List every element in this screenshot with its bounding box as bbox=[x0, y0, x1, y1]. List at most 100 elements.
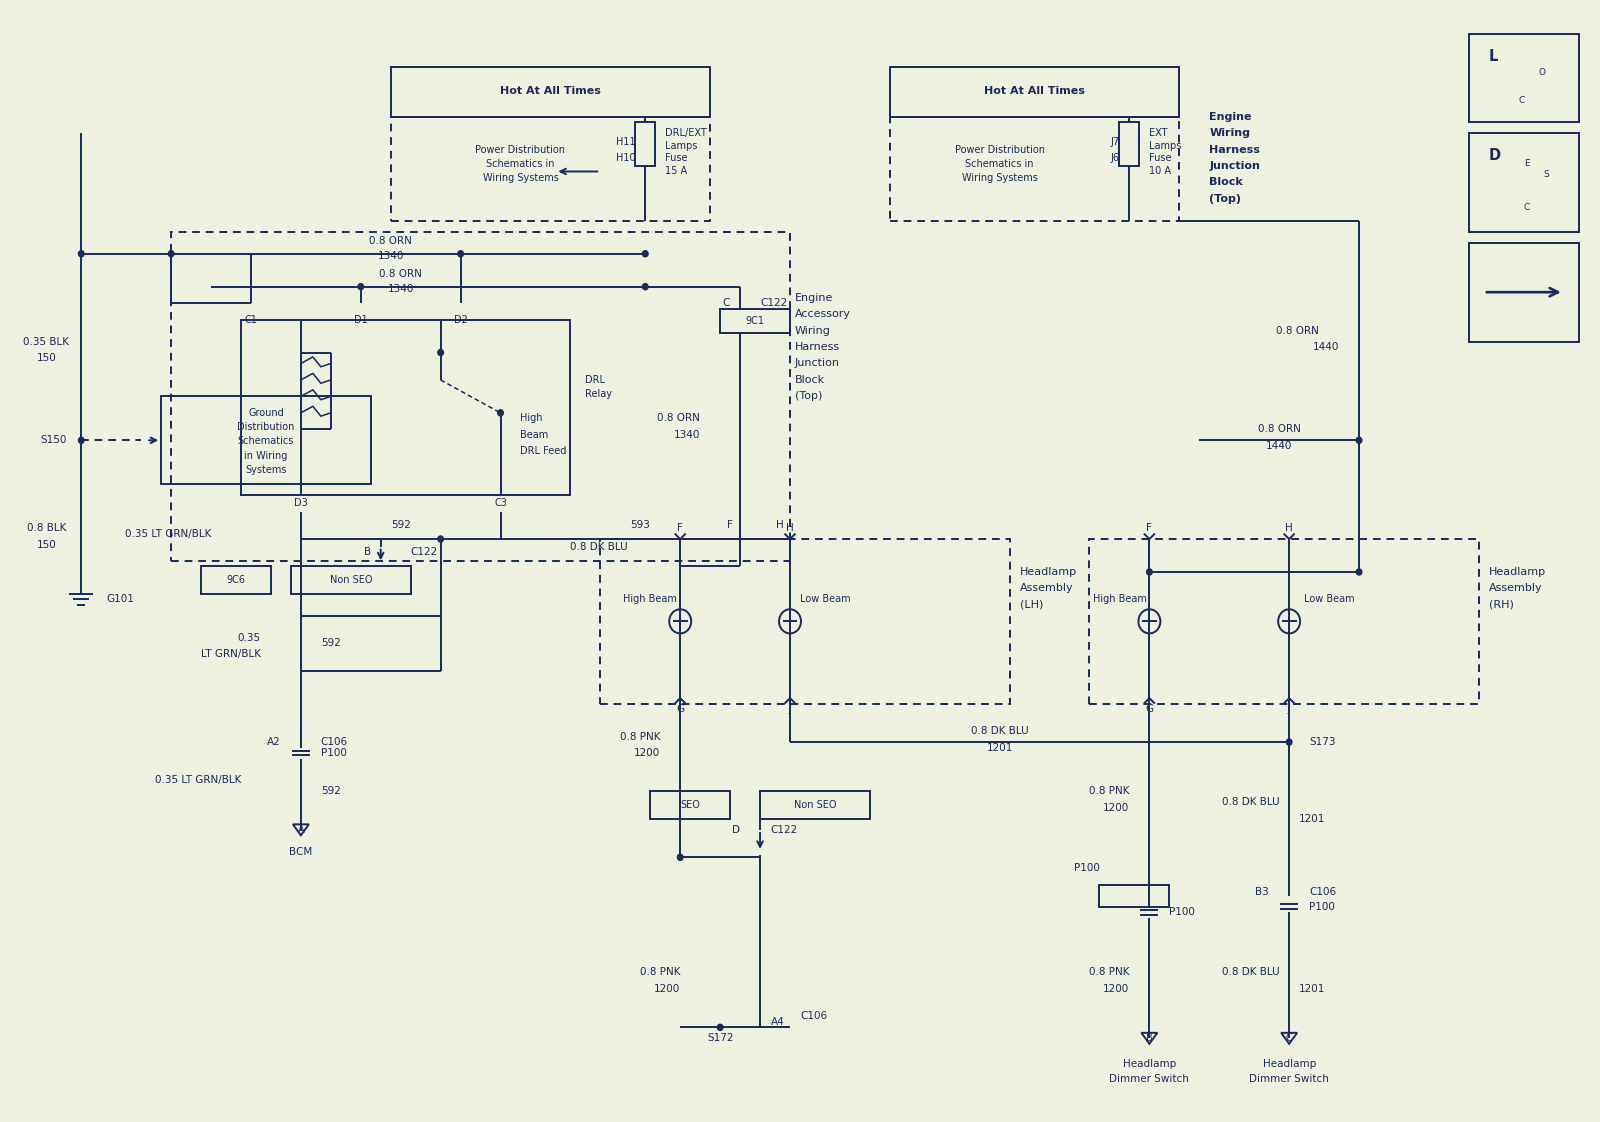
Text: D: D bbox=[733, 825, 741, 835]
Text: SEO: SEO bbox=[680, 800, 701, 810]
Text: BCM: BCM bbox=[290, 847, 312, 857]
Circle shape bbox=[458, 250, 464, 257]
Text: Non SEO: Non SEO bbox=[794, 800, 837, 810]
Text: F: F bbox=[726, 519, 733, 530]
Text: 15 A: 15 A bbox=[666, 166, 688, 176]
Text: 150: 150 bbox=[37, 540, 56, 550]
Text: (Top): (Top) bbox=[795, 392, 822, 402]
Text: H11: H11 bbox=[616, 137, 635, 147]
Text: 593: 593 bbox=[630, 519, 650, 530]
Bar bbox=[635, 122, 656, 166]
Text: D1: D1 bbox=[354, 314, 368, 324]
Text: 1201: 1201 bbox=[1299, 813, 1325, 824]
Circle shape bbox=[438, 349, 443, 356]
Bar bbox=[202, 567, 270, 594]
Text: J6: J6 bbox=[1110, 154, 1120, 164]
Text: B3: B3 bbox=[1256, 888, 1269, 898]
Text: C1: C1 bbox=[245, 314, 258, 324]
Text: L: L bbox=[1490, 48, 1498, 64]
Circle shape bbox=[1357, 569, 1362, 576]
Circle shape bbox=[643, 250, 648, 257]
Text: 1200: 1200 bbox=[654, 984, 680, 994]
Text: 0.8 DK BLU: 0.8 DK BLU bbox=[1221, 967, 1278, 977]
Text: 1201: 1201 bbox=[987, 743, 1013, 753]
Text: Lamps: Lamps bbox=[666, 141, 698, 151]
Text: D: D bbox=[1490, 147, 1501, 163]
Circle shape bbox=[1286, 739, 1291, 745]
Text: 0.8 BLK: 0.8 BLK bbox=[27, 523, 66, 533]
Text: 10 A: 10 A bbox=[1149, 166, 1171, 176]
Text: 0.35: 0.35 bbox=[238, 633, 261, 643]
Text: Low Beam: Low Beam bbox=[1304, 595, 1354, 605]
Text: Schematics: Schematics bbox=[238, 436, 294, 447]
Text: 592: 592 bbox=[322, 638, 341, 649]
Text: C3: C3 bbox=[494, 498, 507, 508]
Text: Headlamp: Headlamp bbox=[1123, 1058, 1176, 1068]
Bar bbox=[171, 232, 790, 561]
Text: Junction: Junction bbox=[1210, 160, 1261, 171]
Text: Fuse: Fuse bbox=[1149, 154, 1171, 164]
Text: 1340: 1340 bbox=[378, 251, 403, 261]
Bar bbox=[162, 396, 371, 485]
Text: J: J bbox=[1288, 705, 1291, 714]
Text: Accessory: Accessory bbox=[795, 310, 851, 319]
Text: H: H bbox=[776, 519, 784, 530]
Text: 0.35 LT GRN/BLK: 0.35 LT GRN/BLK bbox=[155, 775, 242, 785]
Text: High Beam: High Beam bbox=[624, 595, 677, 605]
Text: EXT: EXT bbox=[1149, 128, 1168, 138]
Text: Schematics in: Schematics in bbox=[486, 159, 555, 168]
Text: Headlamp: Headlamp bbox=[1262, 1058, 1315, 1068]
Text: 1200: 1200 bbox=[1102, 984, 1130, 994]
Circle shape bbox=[717, 1024, 723, 1030]
Text: Systems: Systems bbox=[245, 465, 286, 475]
Text: J: J bbox=[789, 705, 792, 714]
Circle shape bbox=[677, 854, 683, 861]
Text: Schematics in: Schematics in bbox=[965, 159, 1034, 168]
Text: DRL: DRL bbox=[586, 375, 605, 385]
Bar bbox=[1090, 539, 1478, 703]
Text: 0.8 ORN: 0.8 ORN bbox=[370, 236, 413, 246]
Text: in Wiring: in Wiring bbox=[245, 451, 288, 461]
Text: 0.8 PNK: 0.8 PNK bbox=[619, 732, 661, 742]
Text: Fuse: Fuse bbox=[666, 154, 688, 164]
Bar bbox=[890, 67, 1179, 117]
Text: 1440: 1440 bbox=[1312, 342, 1339, 352]
Text: G: G bbox=[1146, 705, 1154, 714]
Text: S173: S173 bbox=[1309, 737, 1336, 747]
Text: C122: C122 bbox=[760, 298, 787, 309]
Text: Relay: Relay bbox=[586, 389, 613, 399]
Text: Low Beam: Low Beam bbox=[800, 595, 850, 605]
Text: A: A bbox=[298, 825, 304, 835]
Text: 0.8 PNK: 0.8 PNK bbox=[640, 967, 680, 977]
Text: High: High bbox=[520, 413, 542, 423]
Text: 0.8 DK BLU: 0.8 DK BLU bbox=[971, 726, 1029, 736]
Text: C: C bbox=[1523, 203, 1530, 212]
Circle shape bbox=[78, 250, 85, 257]
Text: D3: D3 bbox=[294, 498, 307, 508]
Text: A4: A4 bbox=[771, 1017, 786, 1027]
Bar bbox=[390, 67, 710, 117]
Circle shape bbox=[438, 536, 443, 542]
Bar bbox=[600, 539, 1010, 703]
Text: P100: P100 bbox=[1074, 863, 1099, 873]
Text: G101: G101 bbox=[106, 595, 134, 605]
Text: Block: Block bbox=[1210, 177, 1243, 187]
Bar bbox=[1120, 122, 1139, 166]
Text: Engine: Engine bbox=[795, 293, 834, 303]
Text: 592: 592 bbox=[322, 787, 341, 797]
Bar bbox=[1099, 884, 1170, 907]
Text: Dimmer Switch: Dimmer Switch bbox=[1109, 1074, 1189, 1084]
Text: Assembly: Assembly bbox=[1019, 583, 1074, 594]
Text: 150: 150 bbox=[37, 353, 56, 364]
Text: Lamps: Lamps bbox=[1149, 141, 1182, 151]
Bar bbox=[1469, 242, 1579, 341]
Text: Hot At All Times: Hot At All Times bbox=[499, 86, 602, 96]
Text: Harness: Harness bbox=[795, 342, 840, 352]
Text: 0.8 ORN: 0.8 ORN bbox=[379, 268, 422, 278]
Text: J7: J7 bbox=[1110, 137, 1120, 147]
Circle shape bbox=[1147, 569, 1152, 576]
Text: C: C bbox=[1518, 95, 1525, 104]
Text: Power Distribution: Power Distribution bbox=[955, 145, 1045, 155]
Text: Wiring: Wiring bbox=[795, 325, 830, 335]
Text: (Top): (Top) bbox=[1210, 194, 1242, 204]
